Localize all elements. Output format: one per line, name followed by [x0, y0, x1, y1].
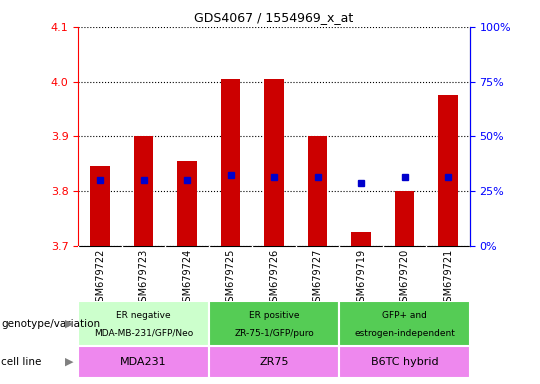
Bar	[339, 301, 470, 346]
Bar	[264, 79, 284, 246]
Text: ER positive: ER positive	[249, 311, 299, 320]
Bar	[395, 191, 414, 246]
Text: GFP+ and: GFP+ and	[382, 311, 427, 320]
Bar	[209, 301, 339, 346]
Bar	[438, 95, 458, 246]
Text: genotype/variation: genotype/variation	[1, 318, 100, 329]
Text: MDA231: MDA231	[120, 357, 167, 367]
Text: GSM679726: GSM679726	[269, 248, 279, 308]
Bar	[78, 301, 209, 346]
Text: estrogen-independent: estrogen-independent	[354, 329, 455, 338]
Bar	[209, 346, 339, 378]
Text: GSM679723: GSM679723	[139, 248, 148, 308]
Text: ZR75: ZR75	[259, 357, 289, 367]
Text: GSM679721: GSM679721	[443, 248, 453, 308]
Title: GDS4067 / 1554969_x_at: GDS4067 / 1554969_x_at	[194, 11, 354, 24]
Text: GSM679725: GSM679725	[226, 248, 235, 308]
Bar	[90, 166, 110, 246]
Text: GSM679724: GSM679724	[182, 248, 192, 308]
Bar	[177, 161, 197, 246]
Bar	[78, 346, 209, 378]
Text: GSM679727: GSM679727	[313, 248, 322, 308]
Text: MDA-MB-231/GFP/Neo: MDA-MB-231/GFP/Neo	[94, 329, 193, 338]
Bar	[134, 136, 153, 246]
Text: ZR-75-1/GFP/puro: ZR-75-1/GFP/puro	[234, 329, 314, 338]
Text: cell line: cell line	[1, 357, 42, 367]
Text: B6TC hybrid: B6TC hybrid	[371, 357, 438, 367]
Bar	[339, 346, 470, 378]
Text: ▶: ▶	[65, 357, 73, 367]
Bar	[351, 232, 371, 246]
Text: GSM679720: GSM679720	[400, 248, 409, 308]
Text: ▶: ▶	[65, 318, 73, 329]
Text: GSM679719: GSM679719	[356, 248, 366, 308]
Bar	[221, 79, 240, 246]
Bar	[308, 136, 327, 246]
Text: ER negative: ER negative	[116, 311, 171, 320]
Text: GSM679722: GSM679722	[95, 248, 105, 308]
